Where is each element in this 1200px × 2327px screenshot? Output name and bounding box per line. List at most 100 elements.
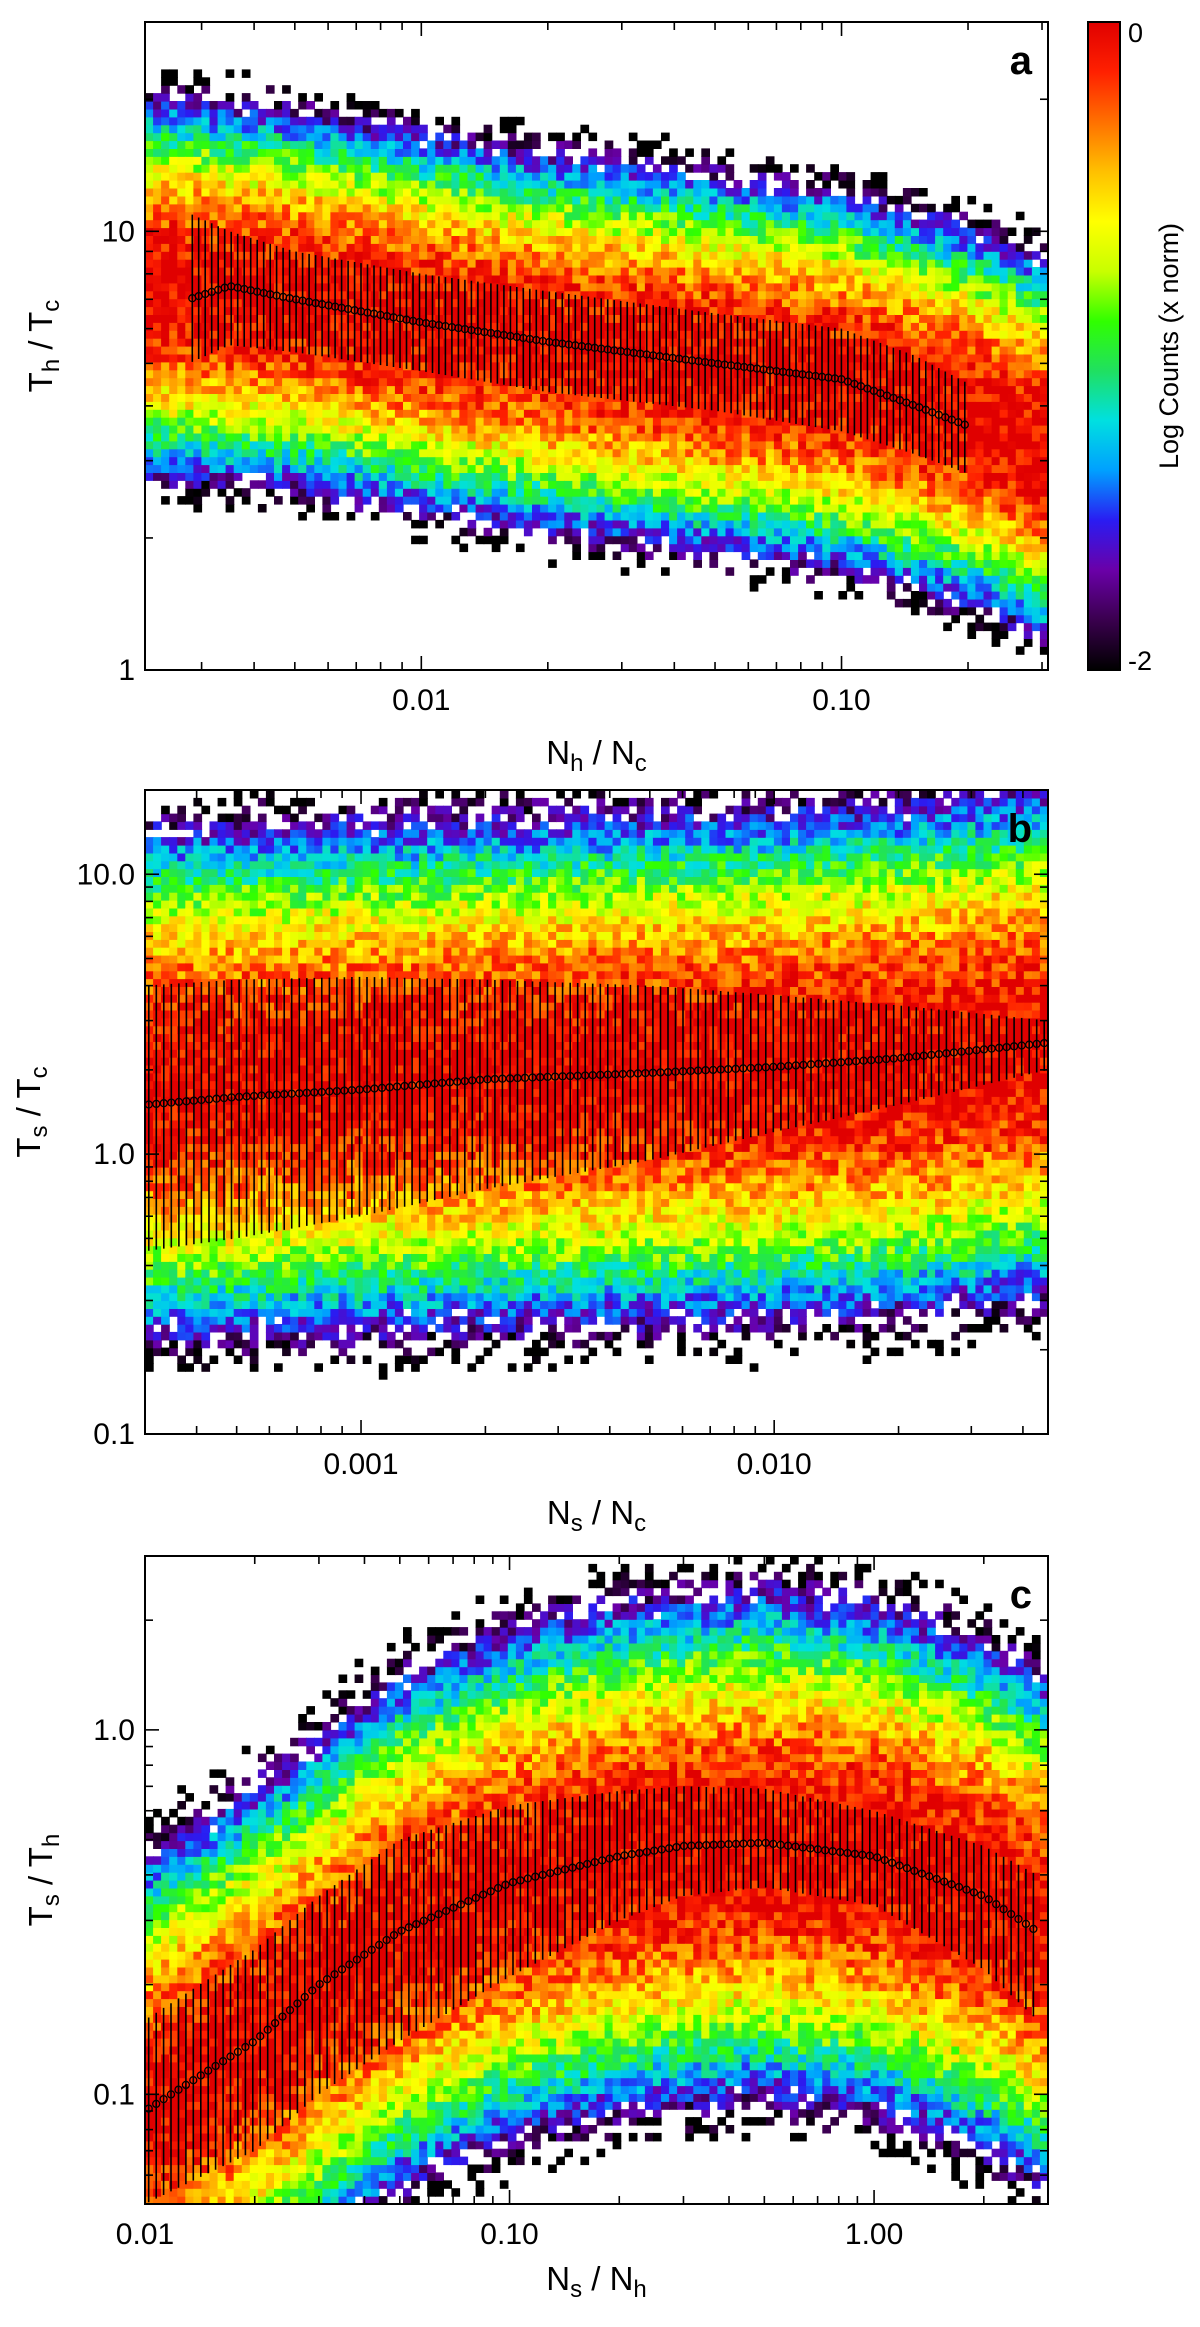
heatmap-cell [362, 180, 372, 189]
heatmap-cell [620, 519, 630, 529]
heatmap-cell [274, 393, 283, 402]
heatmap-cell [153, 124, 162, 134]
heatmap-cell [491, 496, 501, 505]
heatmap-cell [161, 195, 170, 205]
heatmap-cell [274, 377, 283, 387]
heatmap-cell [354, 472, 364, 481]
heatmap-cell [830, 243, 839, 252]
heatmap-cell [580, 512, 590, 521]
heatmap-cell [217, 361, 227, 371]
heatmap-cell [338, 195, 348, 205]
heatmap-cell [927, 472, 936, 481]
heatmap-cell [636, 353, 646, 363]
heatmap-cell [467, 448, 477, 458]
heatmap-cell [902, 338, 912, 347]
heatmap-cell [693, 219, 702, 229]
heatmap-cell [346, 385, 356, 394]
heatmap-cell [798, 535, 807, 545]
heatmap-cell [935, 472, 944, 481]
heatmap-cell [459, 156, 469, 165]
heatmap-cell [491, 172, 501, 181]
heatmap-cell [483, 322, 493, 331]
heatmap-cell [217, 235, 227, 244]
heatmap-cell [709, 282, 719, 292]
heatmap-cell [604, 346, 614, 355]
heatmap-cell [306, 448, 315, 458]
heatmap-cell [725, 346, 735, 355]
heatmap-cell [459, 480, 469, 489]
heatmap-cell [306, 504, 315, 513]
heatmap-cell [370, 101, 380, 110]
heatmap-cell [644, 282, 654, 292]
heatmap-cell [491, 519, 501, 529]
heatmap-cell [467, 519, 477, 529]
heatmap-cell [604, 488, 614, 497]
heatmap-cell [225, 361, 235, 371]
heatmap-cell [201, 203, 211, 213]
heatmap-cell [193, 432, 203, 442]
heatmap-cell [346, 472, 356, 481]
heatmap-cell [419, 480, 428, 489]
heatmap-cell [636, 480, 646, 489]
heatmap-cell [814, 172, 823, 181]
heatmap-cell [773, 227, 783, 236]
heatmap-cell [709, 322, 719, 331]
heatmap-cell [362, 243, 372, 252]
heatmap-cell [209, 298, 219, 308]
heatmap-cell [862, 480, 872, 489]
heatmap-cell [773, 527, 783, 537]
heatmap-cell [411, 172, 420, 181]
heatmap-cell [386, 448, 396, 458]
heatmap-cell [378, 314, 388, 323]
heatmap-cell [507, 480, 517, 489]
heatmap-cell [693, 267, 702, 276]
heatmap-cell [282, 385, 291, 394]
heatmap-cell [169, 219, 178, 229]
heatmap-cell [757, 188, 767, 197]
heatmap-cell [806, 306, 815, 315]
heatmap-cell [249, 164, 259, 173]
heatmap-cell [435, 259, 444, 268]
heatmap-cell [846, 504, 856, 513]
heatmap-cell [435, 496, 444, 505]
heatmap-cell [491, 353, 501, 363]
heatmap-cell [290, 274, 299, 284]
heatmap-cell [540, 448, 549, 458]
heatmap-cell [249, 156, 259, 165]
heatmap-cell [274, 140, 283, 149]
heatmap-cell [386, 259, 396, 268]
heatmap-cell [822, 203, 831, 213]
heatmap-cell [628, 219, 638, 229]
heatmap-cell [556, 180, 565, 189]
heatmap-cell [548, 440, 557, 450]
heatmap-cell [507, 369, 517, 379]
heatmap-cell [346, 330, 356, 339]
heatmap-cell [741, 385, 751, 394]
heatmap-cell [322, 338, 332, 347]
heatmap-cell [290, 306, 299, 315]
heatmap-cell [443, 472, 452, 481]
heatmap-cell [806, 203, 815, 213]
heatmap-cell [910, 464, 920, 473]
heatmap-cell [701, 188, 710, 197]
heatmap-cell [314, 369, 323, 379]
heatmap-cell [588, 440, 598, 450]
heatmap-cell [830, 504, 839, 513]
heatmap-cell [564, 267, 573, 276]
heatmap-cell [394, 488, 404, 497]
heatmap-cell [556, 259, 565, 268]
heatmap-cell [507, 393, 517, 402]
heatmap-cell [652, 243, 662, 252]
heatmap-cell [572, 203, 581, 213]
heatmap-cell [741, 306, 751, 315]
heatmap-cell [185, 488, 194, 497]
heatmap-cell [193, 290, 203, 300]
heatmap-cell [548, 488, 557, 497]
heatmap-cell [846, 330, 856, 339]
heatmap-cell [741, 361, 751, 371]
heatmap-cell [862, 267, 872, 276]
heatmap-cell [596, 527, 606, 537]
heatmap-cell [677, 235, 686, 244]
heatmap-cell [846, 559, 856, 568]
heatmap-cell [628, 164, 638, 173]
